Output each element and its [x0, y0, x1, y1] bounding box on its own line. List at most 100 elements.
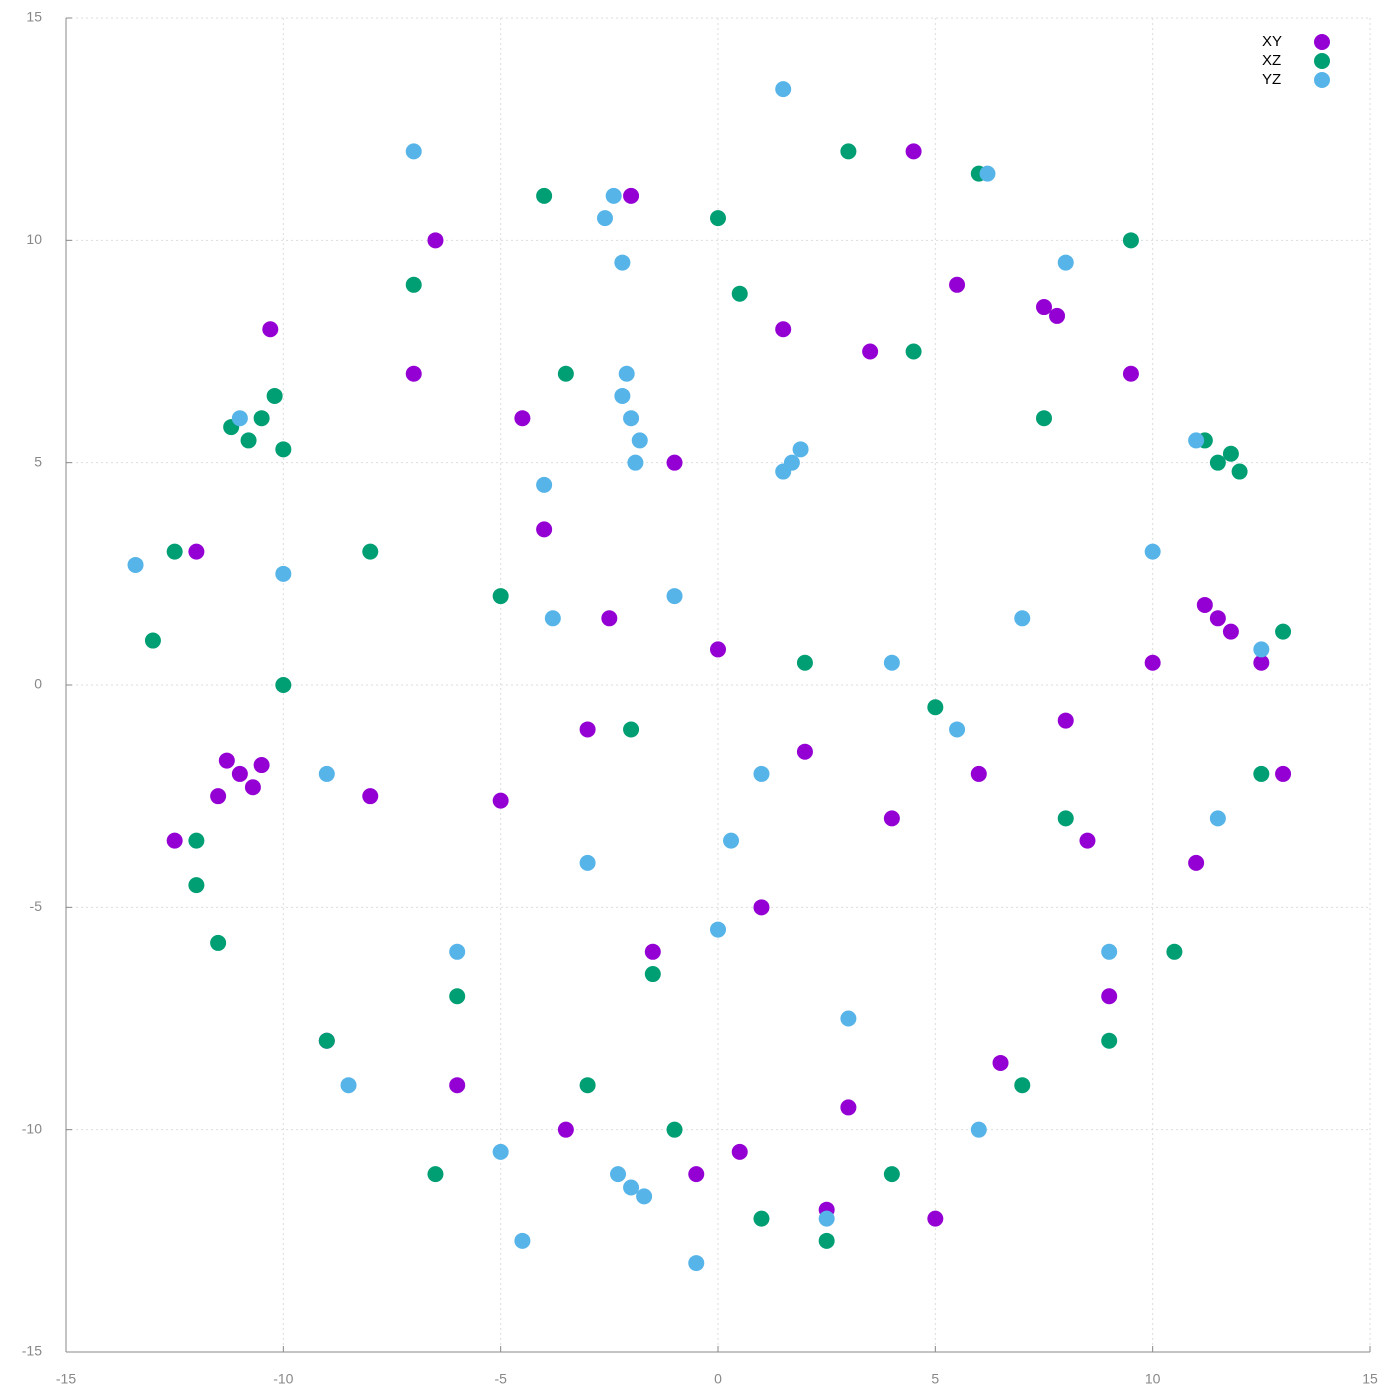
point [240, 432, 257, 449]
point [188, 877, 205, 894]
point [1275, 623, 1292, 640]
point [166, 832, 183, 849]
point [883, 1166, 900, 1183]
point [210, 788, 227, 805]
point [610, 1166, 627, 1183]
point [188, 832, 205, 849]
point [614, 254, 631, 271]
point [405, 276, 422, 293]
point [796, 743, 813, 760]
point [579, 1077, 596, 1094]
point [1101, 1032, 1118, 1049]
point [449, 943, 466, 960]
point [362, 543, 379, 560]
y-tick-label: -10 [22, 1120, 42, 1136]
x-tick-label: 5 [931, 1371, 939, 1387]
point [775, 463, 792, 480]
x-tick-label: 15 [1362, 1371, 1378, 1387]
point [1014, 610, 1031, 627]
point [1188, 854, 1205, 871]
point [1166, 943, 1183, 960]
point [666, 454, 683, 471]
point [514, 1232, 531, 1249]
point [644, 966, 661, 983]
point [862, 343, 879, 360]
point [623, 187, 640, 204]
point [840, 143, 857, 160]
point [1253, 765, 1270, 782]
point [218, 752, 235, 769]
point [840, 1010, 857, 1027]
point [1014, 1077, 1031, 1094]
point [631, 432, 648, 449]
point [1209, 610, 1226, 627]
point [596, 210, 613, 227]
point [557, 1121, 574, 1138]
point [949, 276, 966, 293]
point [818, 1232, 835, 1249]
x-tick-label: -15 [56, 1371, 76, 1387]
point [253, 410, 270, 427]
point [992, 1054, 1009, 1071]
point [1122, 365, 1139, 382]
point [127, 556, 144, 573]
point [840, 1099, 857, 1116]
point [144, 632, 161, 649]
point [796, 654, 813, 671]
legend-label: YZ [1262, 71, 1281, 88]
point [905, 143, 922, 160]
point [536, 187, 553, 204]
point [710, 921, 726, 938]
point [710, 210, 726, 227]
x-tick-label: 0 [714, 1371, 722, 1387]
point [362, 788, 379, 805]
point [775, 321, 792, 338]
point [275, 677, 292, 693]
y-tick-label: -5 [30, 898, 43, 914]
point [1101, 988, 1118, 1005]
point [262, 321, 279, 338]
point [1144, 654, 1161, 671]
x-tick-label: -10 [273, 1371, 293, 1387]
point [492, 1143, 509, 1160]
point [636, 1188, 653, 1205]
point [579, 721, 596, 738]
point [979, 165, 996, 182]
point [1275, 765, 1292, 782]
point [1253, 654, 1270, 671]
y-tick-label: 0 [34, 676, 42, 692]
y-tick-label: 10 [26, 231, 42, 247]
point [266, 387, 283, 404]
point [753, 899, 770, 916]
point [405, 365, 422, 382]
point [275, 565, 292, 582]
point [544, 610, 561, 627]
point [231, 765, 248, 782]
point [427, 1166, 444, 1183]
point [166, 543, 183, 560]
point [188, 543, 205, 560]
point [623, 410, 640, 427]
point [1144, 543, 1161, 560]
point [949, 721, 966, 738]
point [627, 454, 644, 471]
legend-label: XY [1262, 33, 1282, 50]
legend-marker [1314, 34, 1330, 50]
point [688, 1166, 705, 1183]
point [1101, 943, 1118, 960]
point [318, 765, 335, 782]
point [253, 757, 270, 774]
point [666, 1121, 683, 1138]
point [536, 476, 553, 493]
point [557, 365, 574, 382]
point [1079, 832, 1096, 849]
point [427, 232, 444, 249]
x-tick-label: -5 [494, 1371, 507, 1387]
point [1209, 810, 1226, 827]
point [1036, 299, 1052, 316]
point [514, 410, 531, 427]
point [753, 1210, 770, 1227]
y-tick-label: -15 [22, 1343, 42, 1359]
point [579, 854, 596, 871]
